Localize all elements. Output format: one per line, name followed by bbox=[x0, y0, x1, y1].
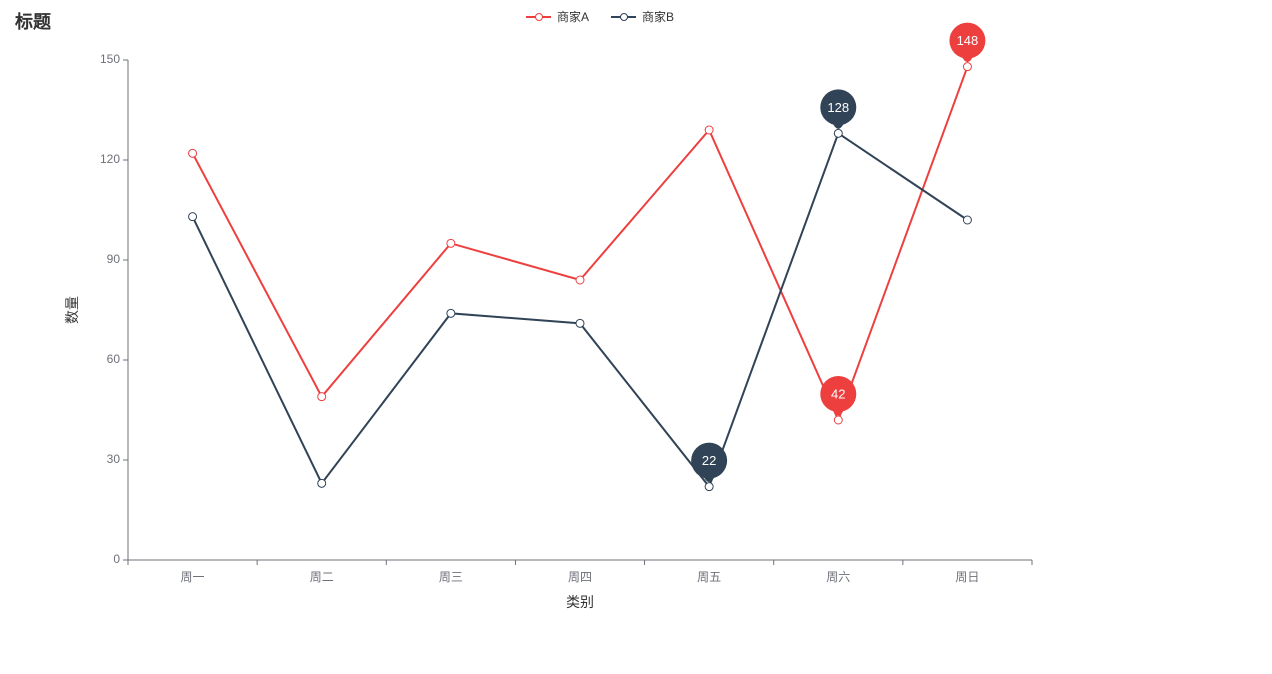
series-point[interactable] bbox=[447, 239, 455, 247]
series-point[interactable] bbox=[705, 126, 713, 134]
y-axis-name: 数量 bbox=[62, 296, 82, 324]
markpoint-1-min[interactable]: 22 bbox=[691, 443, 727, 483]
series-point[interactable] bbox=[834, 129, 842, 137]
x-tick-label: 周四 bbox=[550, 568, 610, 585]
series-point[interactable] bbox=[705, 483, 713, 491]
markpoint-0-max[interactable]: 148 bbox=[949, 23, 985, 63]
series-point[interactable] bbox=[576, 319, 584, 327]
series-point[interactable] bbox=[576, 276, 584, 284]
x-tick-label: 周六 bbox=[808, 568, 868, 585]
x-tick-label: 周日 bbox=[937, 568, 997, 585]
series-point[interactable] bbox=[963, 63, 971, 71]
series-line-1 bbox=[193, 133, 968, 486]
x-axis-name: 类别 bbox=[566, 592, 594, 612]
markpoint-label: 22 bbox=[702, 453, 716, 468]
x-tick-label: 周三 bbox=[421, 568, 481, 585]
x-tick-label: 周一 bbox=[163, 568, 223, 585]
markpoint-label: 42 bbox=[831, 387, 845, 402]
series-point[interactable] bbox=[447, 309, 455, 317]
markpoint-1-max[interactable]: 128 bbox=[820, 89, 856, 128]
x-tick-label: 周二 bbox=[292, 568, 352, 585]
y-tick-label: 120 bbox=[100, 152, 120, 166]
series-point[interactable] bbox=[189, 149, 197, 157]
series-point[interactable] bbox=[318, 393, 326, 401]
series-point[interactable] bbox=[189, 213, 197, 221]
markpoint-label: 148 bbox=[957, 33, 979, 48]
markpoint-0-min[interactable]: 42 bbox=[820, 376, 856, 416]
series-point[interactable] bbox=[963, 216, 971, 224]
y-tick-label: 60 bbox=[107, 352, 120, 366]
x-tick-label: 周五 bbox=[679, 568, 739, 585]
series-point[interactable] bbox=[318, 479, 326, 487]
y-tick-label: 90 bbox=[107, 252, 120, 266]
y-tick-label: 30 bbox=[107, 452, 120, 466]
series-point[interactable] bbox=[834, 416, 842, 424]
y-tick-label: 150 bbox=[100, 52, 120, 66]
markpoint-label: 128 bbox=[827, 100, 849, 115]
y-tick-label: 0 bbox=[113, 552, 120, 566]
chart-container: 标题 商家A商家B 4214822128 0306090120150 周一周二周… bbox=[0, 0, 1272, 674]
